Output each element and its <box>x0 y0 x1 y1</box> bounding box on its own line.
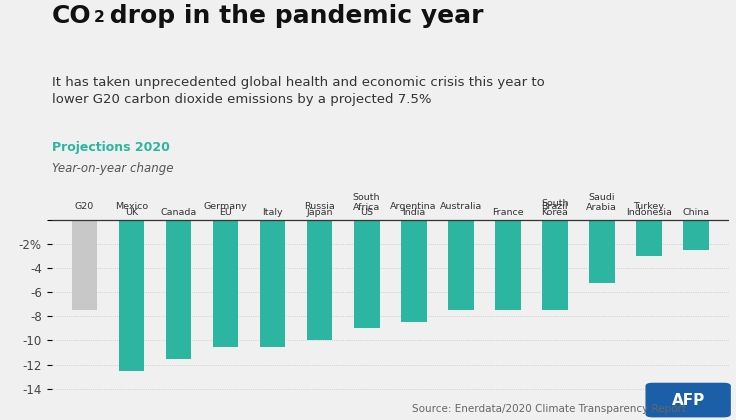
Text: UK: UK <box>125 208 138 217</box>
Text: Brazil: Brazil <box>542 202 568 211</box>
Bar <box>353 220 380 328</box>
Bar <box>683 220 709 250</box>
FancyBboxPatch shape <box>645 383 731 417</box>
Text: EU: EU <box>219 208 232 217</box>
Bar <box>260 220 286 346</box>
Text: India: India <box>402 208 425 217</box>
Bar <box>589 220 615 283</box>
Text: South
Africa: South Africa <box>353 193 381 212</box>
Text: South
Korea: South Korea <box>541 199 568 217</box>
Bar <box>118 220 144 371</box>
Text: 2: 2 <box>94 10 105 26</box>
Text: US: US <box>360 208 373 217</box>
Bar <box>447 220 473 310</box>
Bar <box>166 220 191 359</box>
Text: Indonesia: Indonesia <box>626 208 672 217</box>
Text: drop in the pandemic year: drop in the pandemic year <box>101 4 484 28</box>
Text: Projections 2020: Projections 2020 <box>52 141 169 154</box>
Text: Argentina: Argentina <box>390 202 437 211</box>
Bar <box>542 220 567 310</box>
Text: G20: G20 <box>75 202 94 211</box>
Bar <box>307 220 333 341</box>
Text: It has taken unprecedented global health and economic crisis this year to
lower : It has taken unprecedented global health… <box>52 76 544 106</box>
Text: AFP: AFP <box>671 393 705 407</box>
Text: China: China <box>682 208 710 217</box>
Text: CO: CO <box>52 4 91 28</box>
Text: Mexico: Mexico <box>115 202 148 211</box>
Bar <box>636 220 662 256</box>
Bar <box>400 220 427 323</box>
Text: Turkey: Turkey <box>633 202 664 211</box>
Text: France: France <box>492 208 523 217</box>
Bar <box>495 220 520 310</box>
Text: Japan: Japan <box>306 208 333 217</box>
Text: Australia: Australia <box>439 202 482 211</box>
Text: Italy: Italy <box>262 208 283 217</box>
Text: Canada: Canada <box>160 208 197 217</box>
Text: Germany: Germany <box>204 202 247 211</box>
Bar <box>213 220 238 346</box>
Bar <box>71 220 97 310</box>
Text: Year-on-year change: Year-on-year change <box>52 162 173 175</box>
Text: Source: Enerdata/2020 Climate Transparency Report: Source: Enerdata/2020 Climate Transparen… <box>412 404 686 414</box>
Text: Russia: Russia <box>304 202 335 211</box>
Text: Saudi
Arabia: Saudi Arabia <box>587 193 617 212</box>
